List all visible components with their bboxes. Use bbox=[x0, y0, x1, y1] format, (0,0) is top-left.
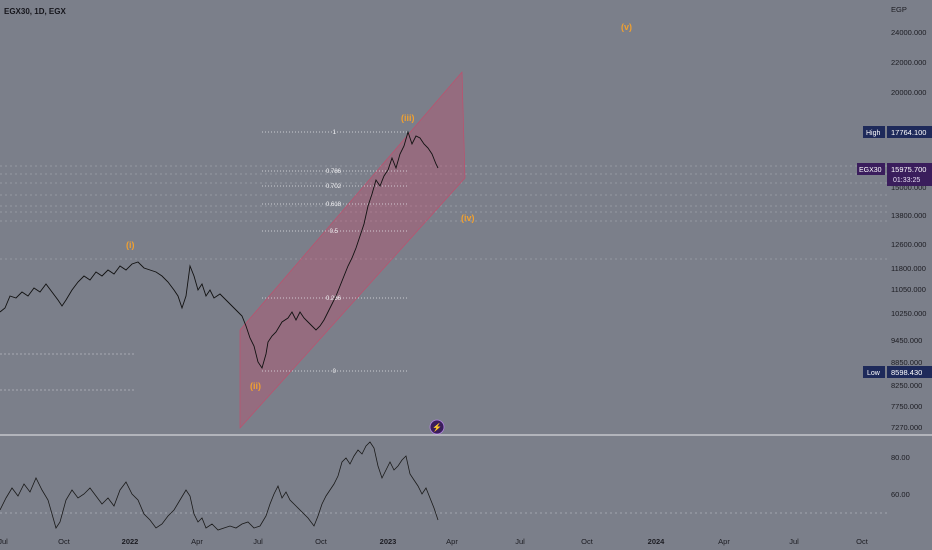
event-marker[interactable]: ⚡ bbox=[429, 419, 445, 435]
time-tick: 2024 bbox=[648, 537, 666, 546]
price-tick: 13800.000 bbox=[891, 211, 926, 220]
wave-label-v: (v) bbox=[621, 22, 632, 32]
price-axis[interactable]: EGP 24000.000 22000.000 20000.000 15000.… bbox=[891, 5, 926, 432]
fib-level-labels: 1 0.786 0.702 0.618 0.5 0.236 0 bbox=[326, 130, 342, 375]
fib-label-1: 1 bbox=[333, 130, 337, 136]
fib-label-05: 0.5 bbox=[330, 229, 339, 235]
fib-label-0618: 0.618 bbox=[326, 202, 342, 208]
rsi-line bbox=[0, 441, 439, 531]
current-price-badge: EGX30 15975.700 01:33:25 bbox=[857, 163, 932, 186]
symbol-title[interactable]: EGX30, 1D, EGX bbox=[4, 7, 66, 16]
time-tick: 2022 bbox=[122, 537, 139, 546]
current-symbol-label: EGX30 bbox=[859, 167, 882, 174]
time-tick: Jul bbox=[0, 537, 8, 546]
wave-labels: (i) (ii) (iii) (iv) (v) bbox=[126, 22, 632, 391]
price-line bbox=[0, 130, 439, 370]
rsi-tick: 60.00 bbox=[891, 490, 910, 499]
price-tick: 15000.000 bbox=[891, 183, 926, 192]
high-badge-value: 17764.100 bbox=[891, 128, 926, 137]
fib-label-0702: 0.702 bbox=[326, 184, 342, 190]
time-tick: Apr bbox=[718, 537, 730, 546]
time-tick: Apr bbox=[446, 537, 458, 546]
rising-channel[interactable] bbox=[239, 71, 466, 429]
price-tick: 8250.000 bbox=[891, 381, 922, 390]
time-tick: 2023 bbox=[380, 537, 397, 546]
horizontal-levels bbox=[0, 165, 888, 260]
high-badge-label: High bbox=[866, 130, 881, 137]
price-tick: 12600.000 bbox=[891, 240, 926, 249]
price-tick: 7270.000 bbox=[891, 423, 922, 432]
price-tick: 24000.000 bbox=[891, 28, 926, 37]
price-tick: 11800.000 bbox=[891, 264, 926, 273]
time-tick: Jul bbox=[789, 537, 799, 546]
price-tick: 22000.000 bbox=[891, 58, 926, 67]
price-tick: 10250.000 bbox=[891, 309, 926, 318]
time-tick: Apr bbox=[191, 537, 203, 546]
high-badge: High 17764.100 bbox=[863, 126, 932, 138]
rsi-axis[interactable]: 80.00 60.00 bbox=[891, 453, 910, 499]
fib-label-0: 0 bbox=[333, 369, 337, 375]
price-tick: 20000.000 bbox=[891, 88, 926, 97]
current-price-value: 15975.700 bbox=[891, 165, 926, 174]
rsi-pane bbox=[0, 441, 888, 531]
fib-label-0236: 0.236 bbox=[326, 296, 342, 302]
time-tick: Jul bbox=[253, 537, 263, 546]
time-tick: Oct bbox=[58, 537, 71, 546]
time-tick: Jul bbox=[515, 537, 525, 546]
low-badge: Low 8598.430 bbox=[863, 366, 932, 378]
low-badge-label: Low bbox=[867, 370, 881, 377]
wave-label-iii: (iii) bbox=[401, 113, 415, 123]
price-tick: 9450.000 bbox=[891, 336, 922, 345]
wave-label-i: (i) bbox=[126, 240, 135, 250]
time-axis[interactable]: Jul Oct 2022 Apr Jul Oct 2023 Apr Jul Oc… bbox=[0, 537, 869, 546]
fib-label-0786: 0.786 bbox=[326, 169, 342, 175]
low-badge-value: 8598.430 bbox=[891, 368, 922, 377]
wave-label-ii: (ii) bbox=[250, 381, 261, 391]
time-tick: Oct bbox=[581, 537, 594, 546]
wave-label-iv: (iv) bbox=[461, 213, 475, 223]
time-tick: Oct bbox=[856, 537, 869, 546]
rsi-tick: 80.00 bbox=[891, 453, 910, 462]
countdown-timer: 01:33:25 bbox=[893, 177, 920, 184]
price-tick: 7750.000 bbox=[891, 402, 922, 411]
price-tick: 11050.000 bbox=[891, 285, 926, 294]
price-tick: 8850.000 bbox=[891, 358, 922, 367]
time-tick: Oct bbox=[315, 537, 328, 546]
lightning-icon: ⚡ bbox=[432, 422, 442, 432]
currency-label: EGP bbox=[891, 5, 907, 14]
